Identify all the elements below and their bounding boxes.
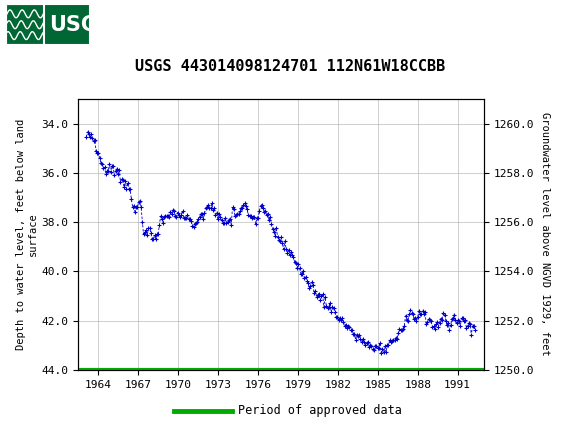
Text: Period of approved data: Period of approved data (238, 404, 402, 417)
FancyBboxPatch shape (6, 4, 90, 46)
Text: USGS 443014098124701 112N61W18CCBB: USGS 443014098124701 112N61W18CCBB (135, 59, 445, 74)
Y-axis label: Depth to water level, feet below land
surface: Depth to water level, feet below land su… (16, 119, 38, 350)
Text: USGS: USGS (49, 15, 113, 35)
Y-axis label: Groundwater level above NGVD 1929, feet: Groundwater level above NGVD 1929, feet (540, 113, 550, 356)
